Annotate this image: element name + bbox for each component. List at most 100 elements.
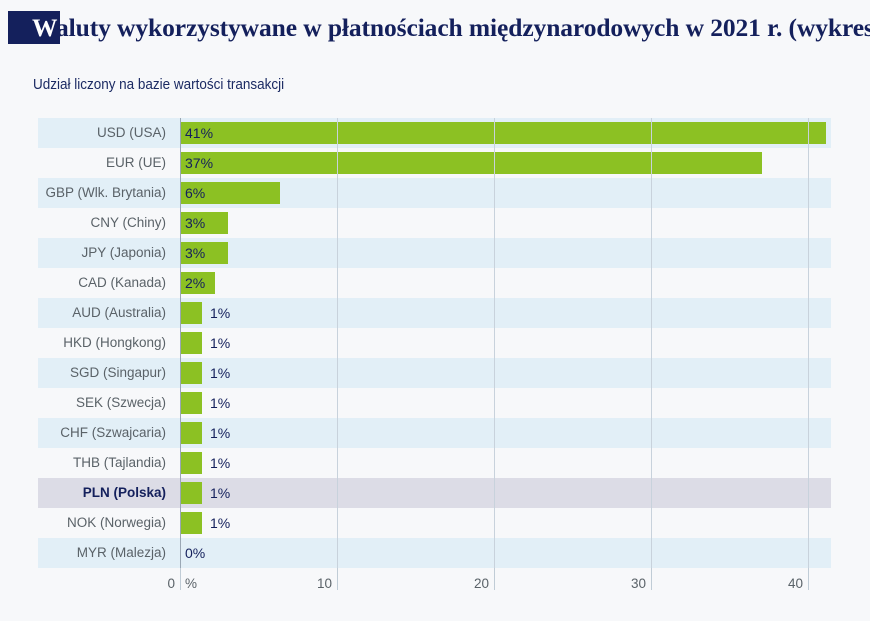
bar-track: 1% [180,508,870,538]
bar [180,332,202,354]
category-label: CAD (Kanada) [78,275,166,290]
bar [180,152,762,174]
x-tick-label: 0 [167,576,175,591]
title-initial: W [32,13,56,42]
bar-track: 37% [180,148,870,178]
bar-track: 3% [180,238,870,268]
bar-track: 1% [180,298,870,328]
bar [180,362,202,384]
bar [180,392,202,414]
row-background [38,208,831,238]
bar-track: 0% [180,538,870,568]
category-label: MYR (Malezja) [76,545,166,560]
chart-subtitle: Udział liczony na bazie wartości transak… [33,77,285,93]
row-background [38,388,831,418]
row-background [38,538,831,568]
table-row: JPY (Japonia) 3% [0,238,870,268]
bar-value-label: 1% [210,455,231,471]
table-row: AUD (Australia) 1% [0,298,870,328]
x-tick-mark [337,568,338,590]
table-row: EUR (UE) 37% [0,148,870,178]
bar-value-label: 1% [210,515,231,531]
chart-title-bar: Waluty wykorzystywane w płatnościach mię… [0,0,870,58]
x-tick-label: 30 [630,576,646,591]
category-label: CHF (Szwajcaria) [60,425,166,440]
row-background [38,358,831,388]
x-tick-mark [651,568,652,590]
row-background [38,418,831,448]
bar-value-label: 1% [210,335,231,351]
category-label: SEK (Szwecja) [75,395,166,410]
table-row: HKD (Hongkong) 1% [0,328,870,358]
title-accent-box [8,11,60,44]
category-label: GBP (Wlk. Brytania) [45,185,166,200]
bar-value-label: 1% [210,425,231,441]
chart-rows: USD (USA) 41% EUR (UE) 37% GBP (Wlk. Brytani… [0,118,870,568]
row-background [38,268,831,298]
bar-value-label: 1% [210,365,231,381]
x-axis: % 0 10 20 30 40 [0,568,870,608]
table-row: SGD (Singapur) 1% [0,358,870,388]
bar [180,302,202,324]
category-label: HKD (Hongkong) [63,335,166,350]
table-row: GBP (Wlk. Brytania) 6% [0,178,870,208]
bar-value-label: 3% [185,245,206,261]
x-axis-unit-label: % [185,576,198,591]
category-label: CNY (Chiny) [90,215,166,230]
category-label: THB (Tajlandia) [72,455,166,470]
bar-track: 2% [180,268,870,298]
bar-value-label: 37% [185,155,214,171]
bar-track: 6% [180,178,870,208]
row-background [38,508,831,538]
table-row: CAD (Kanada) 2% [0,268,870,298]
bar-value-label: 41% [185,125,214,141]
bar [180,422,202,444]
bar-value-label: 3% [185,215,206,231]
bar-value-label: 0% [185,545,206,561]
category-label: SGD (Singapur) [69,365,166,380]
table-row: NOK (Norwegia) 1% [0,508,870,538]
bar-track: 1% [180,418,870,448]
x-tick-mark [494,568,495,590]
x-tick-mark [180,568,181,590]
bar-value-label: 1% [210,305,231,321]
x-tick-mark [808,568,809,590]
x-tick-label: 20 [473,576,489,591]
category-label: PLN (Polska) [82,485,166,500]
table-row: CNY (Chiny) 3% [0,208,870,238]
row-background [38,238,831,268]
bar-track: 1% [180,448,870,478]
row-background [38,178,831,208]
bar [180,272,215,294]
bar-track: 1% [180,358,870,388]
category-label: USD (USA) [96,125,166,140]
bar [180,182,280,204]
x-tick-label: 10 [316,576,332,591]
bar-track: 1% [180,328,870,358]
bar [180,482,202,504]
table-row: CHF (Szwajcaria) 1% [0,418,870,448]
row-background [38,478,831,508]
category-label: AUD (Australia) [72,305,166,320]
bar-value-label: 6% [185,185,206,201]
table-row: MYR (Malezja) 0% [0,538,870,568]
row-background [38,448,831,478]
x-tick-label: 40 [787,576,803,591]
bar-track: 1% [180,388,870,418]
bar-track: 3% [180,208,870,238]
bar [180,452,202,474]
bar-chart: USD (USA) 41% EUR (UE) 37% GBP (Wlk. Brytani… [0,118,870,588]
table-row: USD (USA) 41% [0,118,870,148]
category-label: NOK (Norwegia) [66,515,166,530]
category-label: EUR (UE) [106,155,166,170]
table-row: PLN (Polska) 1% [0,478,870,508]
row-background [38,298,831,328]
table-row: THB (Tajlandia) 1% [0,448,870,478]
table-row: SEK (Szwecja) 1% [0,388,870,418]
bar-value-label: 1% [210,485,231,501]
bar-value-label: 1% [210,395,231,411]
bar [180,212,228,234]
title-rest: aluty wykorzystywane w płatnościach międ… [56,13,870,42]
bar [180,512,202,534]
bar [180,242,228,264]
